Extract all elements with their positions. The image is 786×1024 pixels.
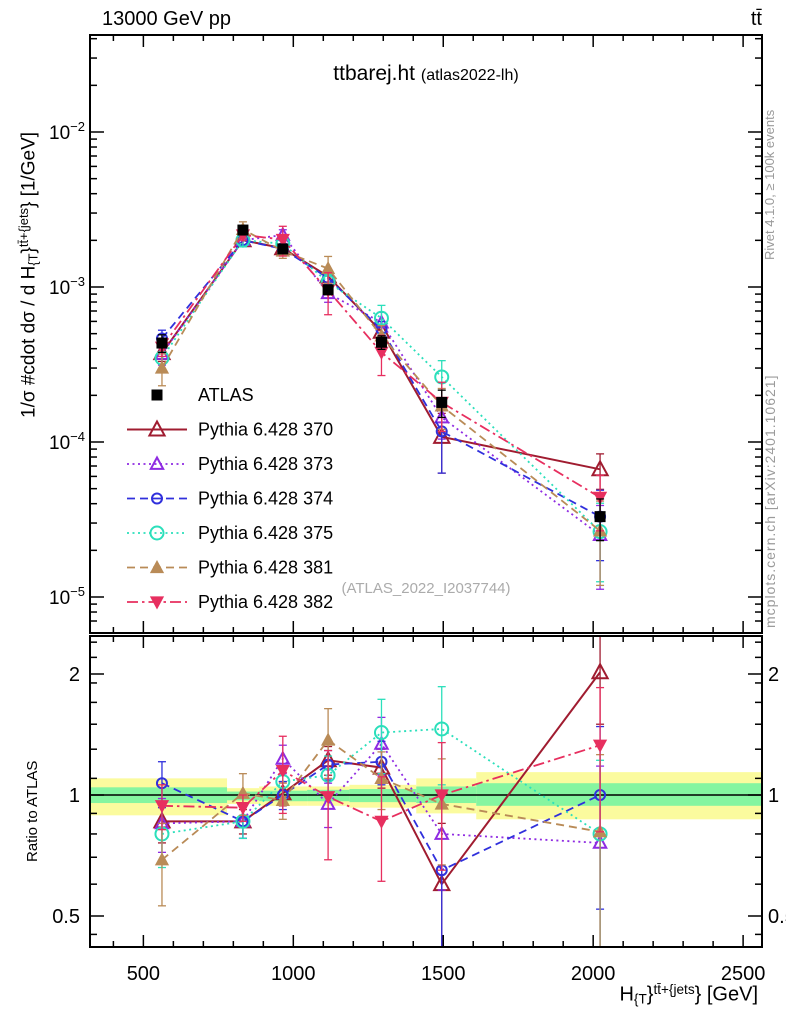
plot-title: ttbarej.ht (atlas2022-lh) xyxy=(90,62,762,86)
svg-text:10−5: 10−5 xyxy=(49,584,85,609)
svg-text:0.5: 0.5 xyxy=(52,906,80,928)
x-axis-title-suffix: } [GeV] xyxy=(694,983,758,1006)
svg-text:2500: 2500 xyxy=(721,963,766,985)
legend-label-4: Pythia 6.428 381 xyxy=(198,558,333,578)
rivet-version-note: Rivet 4.1.0, ≥ 100k events xyxy=(762,109,777,260)
plot-title-subtitle: (atlas2022-lh) xyxy=(420,67,519,84)
plot-title-main: ttbarej.ht xyxy=(333,62,416,85)
x-axis-title-brace: } xyxy=(646,983,654,1006)
svg-text:10−3: 10−3 xyxy=(49,274,85,299)
x-axis-title-sub: {T xyxy=(633,991,647,1007)
y-axis-title-brace: } xyxy=(18,247,40,254)
svg-text:1000: 1000 xyxy=(271,963,316,985)
svg-text:10−2: 10−2 xyxy=(49,119,85,144)
svg-text:2: 2 xyxy=(768,664,779,686)
legend-label-atlas: ATLAS xyxy=(198,385,254,405)
ratio-series xyxy=(152,637,610,946)
svg-text:2000: 2000 xyxy=(571,963,616,985)
axes: 500 1000 1500 2000 2500 10−2 10−3 10−4 10−5 2 2 1 1 0… xyxy=(49,34,786,985)
y-axis-title: 1/σ #cdot dσ / d H{T}tt̄+{jets} [1/GeV] xyxy=(16,18,41,418)
legend-label-0: Pythia 6.428 370 xyxy=(198,420,333,440)
process-label: tt̄ xyxy=(750,8,762,30)
ratio-pythia-6.428-382 xyxy=(154,686,608,882)
x-axis-title-sup: tt̄+{jets xyxy=(653,982,695,997)
svg-text:500: 500 xyxy=(127,963,160,985)
svg-text:2: 2 xyxy=(69,664,80,686)
mcplots-arxiv-note: mcplots.cern.ch [arXiv:2401.10621] xyxy=(762,374,778,628)
series-pythia-6.428-382 xyxy=(154,225,608,532)
svg-text:1: 1 xyxy=(768,785,779,807)
ratio-axis-title: Ratio to ATLAS xyxy=(24,760,41,862)
legend: ATLAS Pythia 6.428 370 Pythia 6.428 373 Pyt… xyxy=(127,385,333,612)
legend-label-3: Pythia 6.428 375 xyxy=(198,523,333,543)
y-axis-title-text: 1/σ #cdot dσ / d H xyxy=(18,265,40,418)
atlas-data-points xyxy=(156,224,606,542)
legend-label-5: Pythia 6.428 382 xyxy=(198,592,333,612)
y-axis-title-suffix: } [1/GeV] xyxy=(18,131,40,209)
beam-energy-label: 13000 GeV pp xyxy=(102,8,231,30)
svg-text:1500: 1500 xyxy=(421,963,466,985)
svg-text:10−4: 10−4 xyxy=(49,429,85,454)
analysis-watermark: (ATLAS_2022_I2037744) xyxy=(341,580,511,597)
y-axis-title-sub: {T xyxy=(25,253,41,266)
svg-text:1: 1 xyxy=(69,785,80,807)
legend-label-2: Pythia 6.428 374 xyxy=(198,489,333,509)
y-axis-title-sup: tt̄+{jets xyxy=(16,208,31,248)
x-axis-title: H{T}tt̄+{jets} [GeV] xyxy=(500,982,758,1007)
legend-label-1: Pythia 6.428 373 xyxy=(198,454,333,474)
x-axis-title-text: H xyxy=(619,983,634,1006)
svg-text:0.5: 0.5 xyxy=(768,906,786,928)
